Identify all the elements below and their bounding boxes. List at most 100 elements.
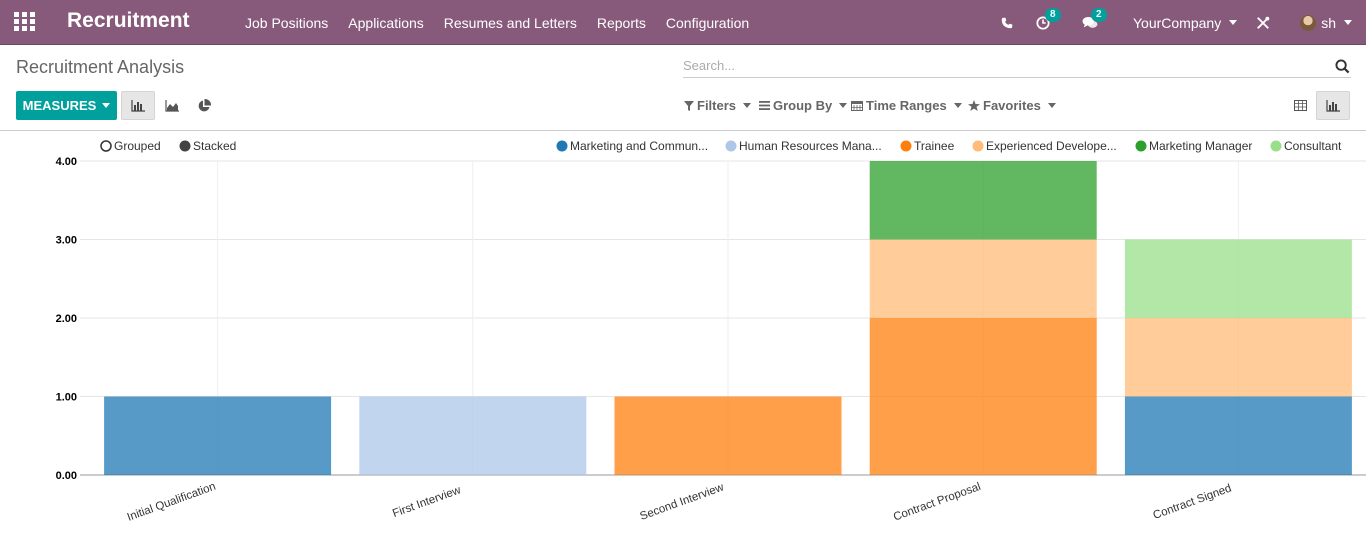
page-title: Recruitment Analysis xyxy=(16,57,185,77)
area-chart-icon xyxy=(165,99,179,112)
caret-down-icon xyxy=(839,103,848,108)
bar-chart-icon xyxy=(1326,99,1340,112)
y-tick-label: 0.00 xyxy=(56,470,77,482)
user-menu[interactable]: sh xyxy=(1300,14,1352,31)
menu-configuration[interactable]: Configuration xyxy=(665,14,750,31)
group-by-dropdown[interactable]: Group By xyxy=(759,98,848,113)
bar-segment[interactable] xyxy=(1124,396,1352,476)
caret-down-icon xyxy=(102,103,111,108)
legend-label: Human Resources Mana... xyxy=(739,139,882,153)
legend-swatch xyxy=(972,140,984,152)
debug-tools-icon[interactable] xyxy=(1256,16,1270,30)
y-tick-label: 4.00 xyxy=(56,156,77,168)
time-ranges-label: Time Ranges xyxy=(866,98,947,113)
caret-down-icon xyxy=(1344,20,1352,25)
activity-menu[interactable]: 8 xyxy=(1036,7,1061,30)
clock-icon xyxy=(1036,15,1050,30)
legend-item[interactable]: Consultant xyxy=(1270,139,1343,153)
caret-down-icon xyxy=(953,103,962,108)
search-bar xyxy=(683,56,1351,78)
bar-segment[interactable] xyxy=(869,239,1097,319)
line-chart-button[interactable] xyxy=(155,91,189,120)
app-title[interactable]: Recruitment xyxy=(67,9,190,32)
caret-down-icon xyxy=(1229,20,1238,25)
control-panel-divider xyxy=(0,130,1366,131)
legend-swatch xyxy=(900,140,912,152)
legend-item[interactable]: Marketing Manager xyxy=(1135,139,1253,153)
bar-segment[interactable] xyxy=(104,396,332,476)
company-switcher[interactable]: YourCompany xyxy=(1132,14,1238,31)
bar-segment[interactable] xyxy=(359,396,587,476)
legend-swatch xyxy=(1135,140,1147,152)
menu-resumes-letters[interactable]: Resumes and Letters xyxy=(443,14,577,31)
legend-label: Trainee xyxy=(914,139,955,153)
legend-swatch xyxy=(725,140,737,152)
phone-icon[interactable] xyxy=(1001,17,1013,29)
activity-badge: 8 xyxy=(1044,7,1061,22)
filters-dropdown[interactable]: Filters xyxy=(684,98,752,113)
pie-chart-icon xyxy=(198,98,211,111)
legend-label: Experienced Develope... xyxy=(986,139,1117,153)
menu-applications[interactable]: Applications xyxy=(348,14,424,31)
legend-item[interactable]: Experienced Develope... xyxy=(972,139,1117,153)
graph-view-button[interactable] xyxy=(1316,91,1350,120)
favorites-dropdown[interactable]: Favorites xyxy=(968,98,1056,113)
apps-menu-icon[interactable] xyxy=(14,12,36,32)
search-icon[interactable] xyxy=(1335,59,1350,74)
user-name: sh xyxy=(1321,14,1336,31)
x-tick-label: Second Interview xyxy=(638,481,726,523)
radio-filled-icon xyxy=(179,140,191,152)
bar-chart-icon xyxy=(131,99,145,112)
measures-button[interactable]: MEASURES xyxy=(16,91,117,120)
bar-segment[interactable] xyxy=(869,161,1097,240)
y-tick-label: 3.00 xyxy=(56,235,77,247)
group-by-label: Group By xyxy=(773,98,833,113)
systray: 8 2 YourCompany sh xyxy=(1001,0,1366,45)
filters-label: Filters xyxy=(697,98,737,113)
caret-down-icon xyxy=(743,103,752,108)
legend-item[interactable]: Marketing and Commun... xyxy=(556,139,709,153)
message-badge: 2 xyxy=(1090,7,1107,22)
legend-item[interactable]: Human Resources Mana... xyxy=(725,139,882,153)
stacked-toggle[interactable]: Stacked xyxy=(179,139,237,153)
legend-swatch xyxy=(556,140,568,152)
x-tick-label: Contract Signed xyxy=(1152,482,1234,521)
company-name: YourCompany xyxy=(1132,14,1222,31)
bar-segment[interactable] xyxy=(1124,239,1352,319)
x-tick-label: Initial Qualification xyxy=(126,481,218,524)
avatar xyxy=(1300,14,1317,31)
pie-chart-button[interactable] xyxy=(187,91,221,120)
menu-job-positions[interactable]: Job Positions xyxy=(245,14,329,31)
main-menu: Job Positions Applications Resumes and L… xyxy=(235,0,759,45)
legend-swatch xyxy=(1270,140,1282,152)
grouped-toggle[interactable]: Grouped xyxy=(100,139,161,153)
caret-down-icon xyxy=(1047,103,1056,108)
measures-label: MEASURES xyxy=(22,98,97,113)
x-tick-label: Contract Proposal xyxy=(892,481,983,524)
bar-segment[interactable] xyxy=(869,318,1097,475)
y-tick-label: 2.00 xyxy=(56,313,77,325)
legend-item[interactable]: Trainee xyxy=(900,139,955,153)
y-tick-label: 1.00 xyxy=(56,392,77,404)
search-input[interactable] xyxy=(683,56,1323,73)
bar-segment[interactable] xyxy=(1124,318,1352,397)
menu-reports[interactable]: Reports xyxy=(596,14,646,31)
bar-chart-button[interactable] xyxy=(121,91,155,120)
legend-label: Marketing Manager xyxy=(1149,139,1252,153)
star-icon xyxy=(968,100,980,111)
time-ranges-dropdown[interactable]: Time Ranges xyxy=(851,98,962,113)
grouped-label: Grouped xyxy=(114,139,161,153)
calendar-icon xyxy=(851,101,863,111)
pivot-view-button[interactable] xyxy=(1283,91,1317,120)
bar-segment[interactable] xyxy=(614,396,842,476)
filter-icon xyxy=(684,100,694,111)
radio-empty-icon xyxy=(100,140,112,152)
top-navbar: Recruitment Job Positions Applications R… xyxy=(0,0,1366,45)
stacked-label: Stacked xyxy=(193,139,236,153)
list-icon xyxy=(759,101,770,110)
messaging-menu[interactable]: 2 xyxy=(1082,7,1107,30)
legend-label: Consultant xyxy=(1284,139,1342,153)
legend-label: Marketing and Commun... xyxy=(570,139,708,153)
table-icon xyxy=(1293,100,1307,111)
stacked-bar-chart: Grouped Stacked Marketing and Commun... H… xyxy=(56,139,1366,524)
